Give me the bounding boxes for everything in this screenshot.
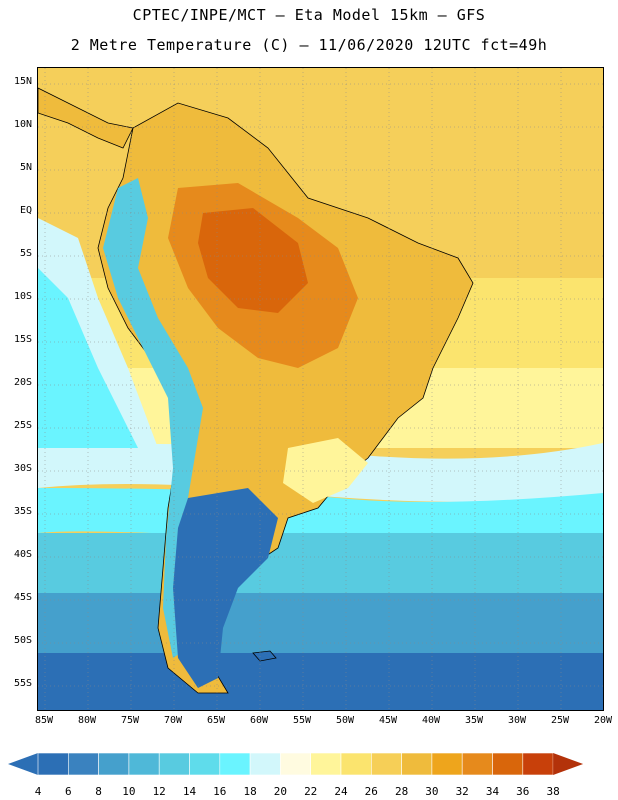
longitude-label: 75W xyxy=(120,715,140,726)
latitude-label: 35S xyxy=(13,506,32,517)
colorbar-label: 30 xyxy=(425,785,438,798)
colorbar-label: 34 xyxy=(486,785,500,798)
colorbar-label: 12 xyxy=(153,785,166,798)
colorbar-swatch xyxy=(310,752,342,776)
longitude-label: 65W xyxy=(206,715,226,726)
longitude-label: 85W xyxy=(34,715,54,726)
colorbar-label: 38 xyxy=(546,785,559,798)
colorbar-swatch xyxy=(68,752,99,776)
latitude-label: 10S xyxy=(13,291,32,302)
longitude-label: 55W xyxy=(292,715,312,726)
colorbar-swatch xyxy=(461,752,493,776)
latitude-label: 45S xyxy=(13,592,32,603)
latitude-label: 10N xyxy=(13,119,32,130)
colorbar-label: 36 xyxy=(516,785,529,798)
central-america-land xyxy=(38,87,134,149)
colorbar-label: 20 xyxy=(274,785,287,798)
latitude-label: 20S xyxy=(13,377,32,388)
colorbar-swatch xyxy=(370,752,402,776)
colorbar-label: 18 xyxy=(243,785,256,798)
colorbar-label: 14 xyxy=(183,785,197,798)
map-canvas xyxy=(38,68,603,710)
colorbar-label: 4 xyxy=(35,785,42,798)
latitude-label: 5N xyxy=(19,162,32,173)
colorbar-label: 10 xyxy=(122,785,135,798)
longitude-label: 35W xyxy=(464,715,484,726)
title-line-1: CPTEC/INPE/MCT – Eta Model 15km – GFS xyxy=(132,6,486,24)
longitude-label: 50W xyxy=(335,715,355,726)
latitude-label: 15N xyxy=(13,76,32,87)
longitude-label: 25W xyxy=(550,715,570,726)
longitude-label: 20W xyxy=(593,715,613,726)
colorbar-label: 8 xyxy=(95,785,102,798)
colorbar-label: 16 xyxy=(213,785,226,798)
longitude-label: 45W xyxy=(378,715,398,726)
colorbar-swatch xyxy=(431,752,463,776)
latitude-label: 25S xyxy=(13,420,32,431)
hottest-amazon-zone xyxy=(198,208,308,313)
temperature-colorbar: 4 6 8 10 12 14 16 18 20 22 24 26 28 30 32 34 36 38 xyxy=(8,752,584,798)
colorbar-swatch xyxy=(189,752,221,776)
colder-ocean-band xyxy=(38,593,603,653)
latitude-label: 30S xyxy=(13,463,32,474)
colorbar-swatch xyxy=(158,752,190,776)
colorbar-label: 6 xyxy=(65,785,72,798)
longitude-label: 30W xyxy=(507,715,527,726)
colorbar-swatch xyxy=(37,752,69,776)
latitude-label: 15S xyxy=(13,334,32,345)
patagonia-cold-zone xyxy=(173,488,278,688)
longitude-label: 80W xyxy=(77,715,97,726)
cold-ocean-band xyxy=(38,533,603,593)
colorbar-label: 24 xyxy=(334,785,348,798)
colorbar-swatch xyxy=(98,752,130,776)
falkland-islands xyxy=(252,650,277,662)
colorbar-swatch xyxy=(522,752,554,776)
latitude-label: 55S xyxy=(13,678,32,689)
latitude-label: 5S xyxy=(19,248,32,259)
title-line-2: 2 Metre Temperature (C) – 11/06/2020 12U… xyxy=(70,36,548,54)
latitude-label: EQ xyxy=(19,205,32,216)
colorbar-label: 22 xyxy=(304,785,317,798)
longitude-label: 70W xyxy=(163,715,183,726)
colorbar-swatch xyxy=(340,752,372,776)
colorbar-swatch xyxy=(401,752,433,776)
longitude-label: 40W xyxy=(421,715,441,726)
southern-brazil-mild-zone xyxy=(283,438,368,503)
colorbar-swatch xyxy=(128,752,160,776)
colorbar-swatch xyxy=(249,752,281,776)
colorbar-swatch xyxy=(492,752,524,776)
coldest-ocean-band xyxy=(38,653,603,710)
latitude-label: 40S xyxy=(13,549,32,560)
colorbar-swatch xyxy=(280,752,311,776)
colorbar-label: 28 xyxy=(395,785,408,798)
colorbar-left-arrow xyxy=(8,753,38,775)
latitude-label: 50S xyxy=(13,635,32,646)
colorbar-label: 26 xyxy=(365,785,378,798)
colorbar-swatch xyxy=(219,752,251,776)
colorbar-right-arrow xyxy=(553,753,584,775)
longitude-label: 60W xyxy=(249,715,269,726)
colorbar-label: 32 xyxy=(456,785,469,798)
pacific-cool-zone xyxy=(38,268,138,448)
temperature-map xyxy=(37,67,604,711)
